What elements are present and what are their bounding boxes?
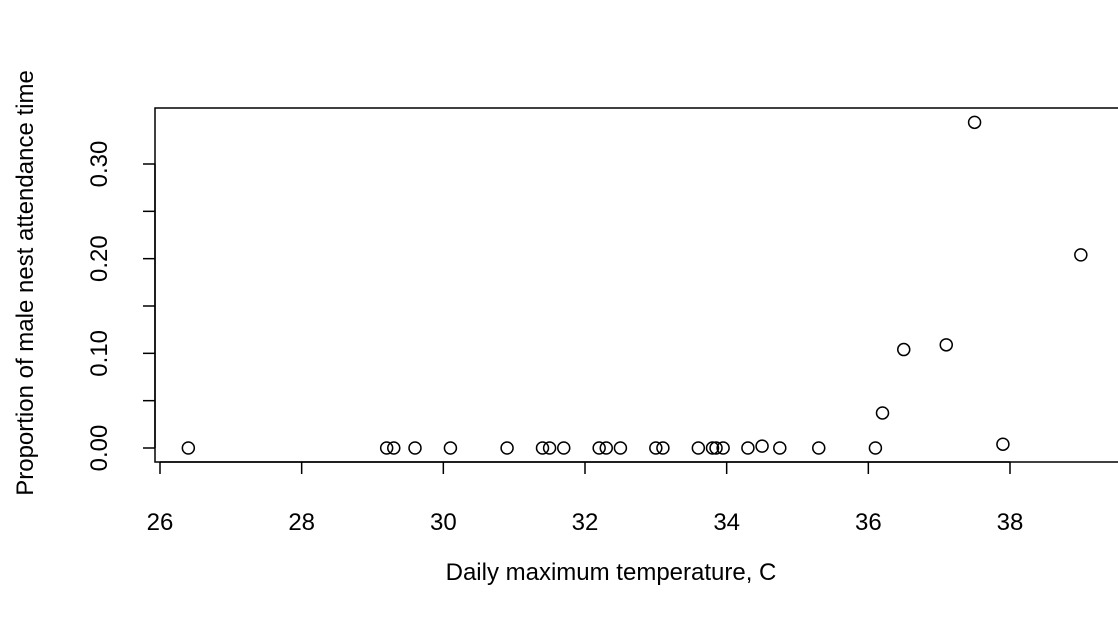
data-point — [500, 441, 514, 455]
data-point — [691, 441, 706, 455]
data-point — [773, 441, 787, 455]
x-tick-label: 34 — [713, 509, 740, 536]
data-point — [656, 441, 670, 455]
data-point — [408, 441, 422, 455]
y-axis-title: Proportion of male nest attendance time — [12, 70, 39, 496]
x-tick-label: 32 — [572, 509, 599, 536]
x-tick-label: 26 — [147, 509, 174, 536]
data-point — [897, 342, 911, 357]
data-point — [741, 441, 755, 455]
data-point — [649, 441, 663, 455]
data-point — [705, 441, 720, 455]
x-tick-label: 36 — [855, 509, 882, 536]
data-point — [996, 437, 1010, 451]
data-point — [535, 441, 550, 455]
x-axis-title: Daily maximum temperature, C — [446, 559, 777, 586]
data-point — [716, 441, 730, 455]
data-point — [613, 441, 628, 455]
y-tick-label: 0.00 — [86, 425, 113, 472]
data-point — [709, 441, 723, 455]
data-point — [1074, 248, 1088, 262]
data-point — [599, 441, 613, 455]
y-tick-label: 0.20 — [86, 235, 113, 282]
y-tick-label: 0.30 — [86, 141, 113, 188]
data-point — [812, 441, 826, 455]
data-point — [443, 441, 458, 455]
data-point — [379, 441, 394, 455]
x-tick-label: 28 — [288, 509, 315, 536]
data-point — [181, 441, 196, 455]
x-tick-label: 38 — [997, 509, 1024, 536]
x-tick-label: 30 — [430, 509, 457, 536]
data-point — [755, 439, 769, 453]
data-point — [875, 406, 890, 420]
data-point — [868, 441, 883, 455]
plot-frame — [154, 107, 1118, 463]
data-point — [592, 441, 606, 455]
data-point — [387, 441, 401, 455]
data-point — [939, 338, 953, 352]
data-point — [967, 115, 982, 130]
data-point — [557, 441, 571, 455]
data-point — [542, 441, 557, 455]
y-tick-label: 0.10 — [86, 330, 113, 377]
